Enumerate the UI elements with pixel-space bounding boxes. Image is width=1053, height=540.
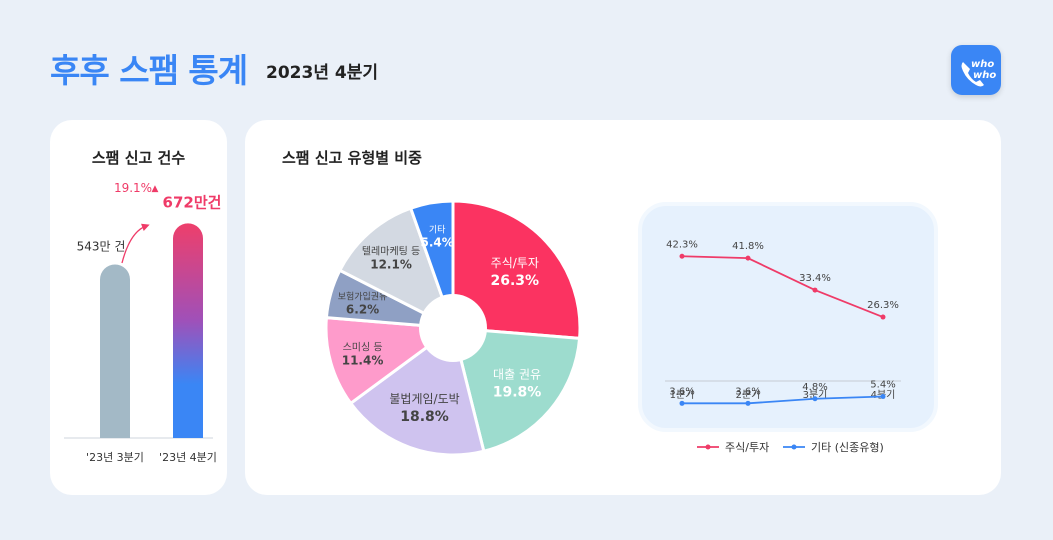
pie-slice-value: 18.8% [400, 409, 449, 425]
pie-slice-value: 6.2% [346, 302, 379, 316]
legend-marker [705, 444, 711, 450]
series-line [682, 395, 884, 405]
whowho-logo: who who [951, 45, 1001, 95]
pie-slice-value: 19.8% [493, 384, 542, 400]
series-point [812, 396, 818, 402]
legend-label: 주식/투자 [725, 441, 769, 454]
series-point [880, 393, 886, 399]
point-label: 3.6% [669, 386, 694, 397]
report-count-title: 스팸 신고 건수 [91, 149, 186, 167]
point-label: 4.8% [802, 382, 827, 393]
bar-category-label: '23년 3분기 [86, 451, 144, 464]
pie-slice-value: 5.4% [420, 235, 453, 249]
x-tick-label: 2분기 [736, 389, 761, 401]
growth-arrow [121, 223, 150, 264]
bar-1 [100, 264, 130, 438]
point-label: 42.3% [666, 239, 698, 250]
point-label: 33.4% [799, 273, 831, 284]
report-count-bar-chart: 19.1% ▲ 543만 건 '23년 3분기 672만건 '23년 4분기 [64, 181, 222, 464]
pie-slice-value: 12.1% [370, 257, 412, 271]
pie-slice-value: 11.4% [342, 354, 384, 368]
pie-slice [451, 199, 582, 340]
series-point [812, 287, 818, 293]
spam-type-card: 스팸 신고 유형별 비중 주식/투자 26.3% 대출 권유 19.8% 불법게임/도박… [245, 120, 1001, 495]
growth-rate: 19.1% [114, 181, 152, 195]
pie-slice-label: 보험가입권유 [338, 290, 388, 302]
point-label: 5.4% [870, 379, 895, 390]
trend-line-chart: 1분기2분기3분기4분기42.3%41.8%33.4%26.3%3.6%3.6%… [665, 239, 901, 454]
period-label: 2023년 4분기 [266, 63, 378, 83]
logo-text-1: who [971, 59, 994, 70]
point-label: 41.8% [732, 241, 764, 252]
pie-slice-label: 텔레마케팅 등 [362, 245, 420, 257]
bar-value-label: 672만건 [163, 193, 222, 211]
spam-type-pie-chart: 주식/투자 26.3% 대출 권유 19.8% 불법게임/도박 18.8% 스미싱 등11.… [324, 199, 582, 457]
bar-value-label: 543만 건 [77, 240, 126, 254]
logo-text-2: who [973, 70, 996, 81]
phone-icon [961, 62, 984, 87]
pie-slice-label: 주식/투자 [491, 256, 539, 270]
series-point [679, 253, 685, 259]
pie-slice [451, 326, 582, 454]
x-tick-label: 1분기 [670, 389, 695, 401]
legend-label: 기타 (신종유형) [811, 441, 884, 454]
spam-type-title: 스팸 신고 유형별 비중 [282, 149, 422, 167]
point-label: 3.6% [735, 386, 760, 397]
pie-slice-label: 대출 권유 [493, 367, 541, 381]
point-label: 26.3% [867, 300, 899, 311]
series-line [681, 255, 884, 318]
series-point [679, 400, 685, 406]
legend-marker [791, 444, 797, 450]
series-point [745, 255, 751, 261]
series-point [745, 400, 751, 406]
bar-2 [173, 223, 203, 438]
report-count-card: 스팸 신고 건수 19.1% ▲ 543만 건 '23년 3분기 672만건 '23년… [50, 120, 227, 495]
pie-slice-label: 스미싱 등 [343, 342, 383, 354]
growth-up-icon: ▲ [152, 184, 159, 194]
bar-category-label: '23년 4분기 [159, 451, 217, 464]
pie-slice-label: 기타 [429, 224, 446, 235]
page-title: 후후 스팸 통계 [50, 51, 248, 90]
series-point [880, 314, 886, 320]
trend-panel [638, 202, 938, 432]
pie-center-hole [419, 294, 487, 362]
pie-slice-label: 불법게임/도박 [389, 392, 459, 406]
pie-slice-value: 26.3% [490, 273, 539, 289]
pie-slice [337, 206, 456, 332]
